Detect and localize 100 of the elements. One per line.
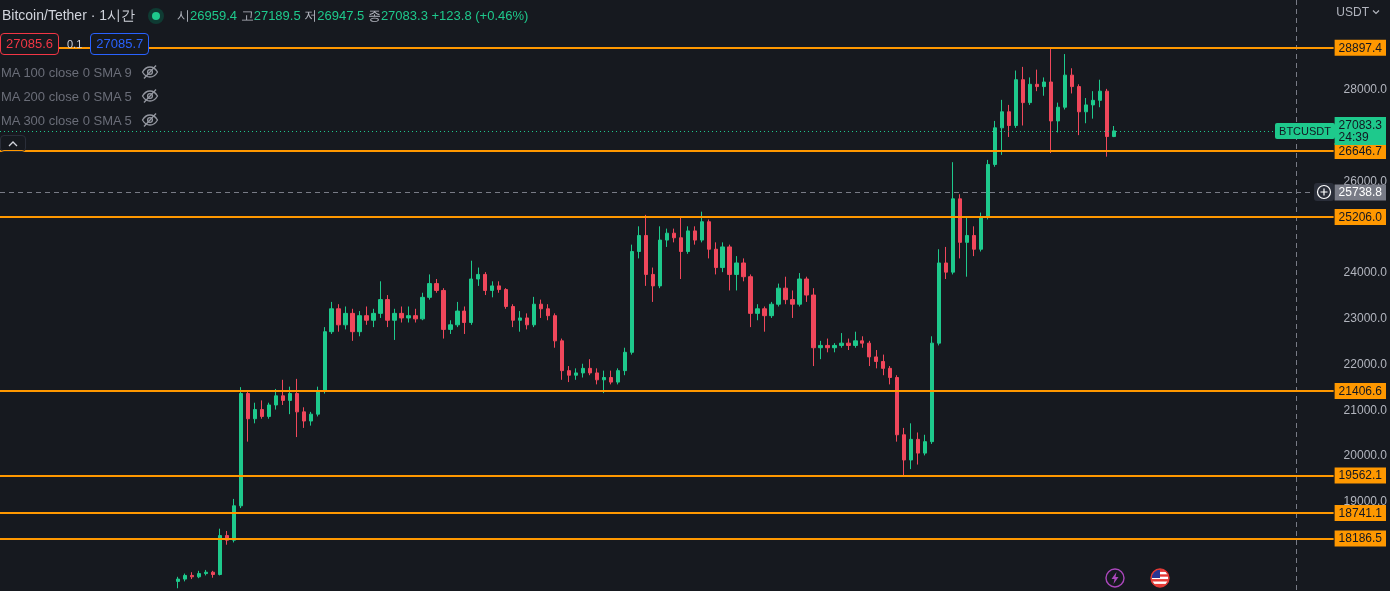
ref-line-label: 28897.4	[1338, 40, 1383, 55]
candlestick	[720, 241, 725, 273]
candlestick	[895, 374, 899, 443]
candlestick	[741, 257, 746, 282]
annotation: BTCUSDT	[1275, 122, 1335, 139]
candlestick	[329, 301, 334, 335]
candlestick	[588, 358, 592, 376]
annotation: 27085.7	[90, 33, 150, 55]
candlestick	[958, 193, 962, 259]
candlestick	[364, 306, 369, 326]
ref-line-label: 25738.8	[1338, 185, 1383, 200]
candlestick	[916, 431, 920, 466]
candlestick	[483, 271, 487, 296]
candlestick	[553, 312, 557, 349]
ref-line-label: 27083.3 24:39	[1338, 117, 1383, 144]
candlestick	[686, 225, 690, 255]
candlestick	[295, 378, 299, 438]
candlestick	[1077, 83, 1081, 136]
candlestick	[1105, 88, 1109, 158]
y-tick-label: 26000.0	[1343, 173, 1388, 188]
candlestick	[888, 365, 892, 385]
candlestick	[253, 402, 257, 424]
candlestick	[1007, 104, 1011, 138]
candlestick	[769, 301, 774, 319]
candlestick	[1035, 69, 1039, 92]
candlestick	[951, 161, 955, 275]
ref-line-label: 26646.7	[1338, 143, 1383, 158]
candlestick	[183, 573, 187, 582]
candlestick	[246, 390, 250, 443]
ref-line-label: 18741.1	[1338, 506, 1383, 521]
candlestick	[930, 335, 934, 445]
y-tick-label: 20000.0	[1343, 448, 1388, 463]
ref-line-label: 18186.5	[1338, 531, 1383, 546]
candlestick	[343, 306, 348, 330]
candlestick	[790, 289, 795, 319]
ref-line-label: 25206.0	[1338, 209, 1383, 224]
candlestick	[469, 260, 473, 326]
candlestick	[448, 319, 453, 335]
candlestick	[504, 287, 508, 310]
candlestick	[399, 306, 404, 324]
candlestick	[560, 338, 564, 381]
candlestick	[1070, 67, 1074, 94]
candlestick	[532, 296, 536, 328]
candlestick	[546, 303, 550, 321]
candlestick	[804, 276, 809, 303]
candlestick	[679, 216, 683, 280]
candlestick	[567, 365, 571, 383]
y-tick-label: 24000.0	[1343, 265, 1388, 280]
candlestick	[714, 241, 718, 275]
candlestick	[204, 569, 208, 576]
candlestick	[644, 214, 648, 287]
candlestick	[1028, 76, 1032, 106]
candlestick	[302, 406, 306, 429]
ref-line-label: 19562.1	[1338, 468, 1383, 483]
candlestick	[748, 273, 753, 328]
candlestick	[755, 303, 760, 321]
candlestick	[350, 308, 355, 342]
annotation: 0.1	[67, 38, 83, 50]
candlestick	[511, 303, 515, 328]
candlestick	[476, 267, 480, 287]
candlestick	[658, 225, 662, 289]
candlestick	[441, 287, 446, 340]
candlestick	[539, 299, 543, 319]
candlestick	[595, 367, 599, 385]
candlestick	[267, 402, 271, 420]
candlestick	[762, 306, 767, 333]
candlestick	[336, 303, 341, 333]
candlestick	[616, 367, 620, 385]
candlestick	[727, 244, 732, 291]
text: Bitcoin/Tether · 1시간	[2, 7, 136, 25]
candlestick	[707, 218, 711, 259]
candlestick	[274, 388, 278, 411]
candlestick	[316, 386, 320, 417]
candlestick	[525, 312, 529, 330]
candlestick	[811, 287, 816, 367]
candlestick	[1084, 97, 1088, 124]
candlestick	[693, 225, 697, 246]
ref-line-label: 21406.6	[1338, 383, 1383, 398]
candlestick	[874, 349, 878, 369]
candlestick	[1098, 79, 1102, 108]
candlestick	[1021, 66, 1025, 127]
candlestick	[427, 273, 432, 301]
candlestick	[581, 363, 585, 379]
candlestick	[602, 370, 606, 394]
candlestick	[986, 159, 990, 220]
candlestick	[490, 280, 494, 298]
candlestick	[190, 571, 194, 580]
candlestick	[497, 280, 501, 294]
candlestick	[371, 308, 376, 328]
candlestick	[734, 255, 739, 291]
candlestick	[218, 528, 222, 576]
candlestick	[1014, 70, 1018, 129]
candlestick	[832, 342, 837, 353]
candlestick	[239, 386, 243, 509]
annotation: MA 100 close 0 SMA 9	[1, 64, 132, 80]
candlestick	[357, 310, 362, 337]
text: 시26959.4 고27189.5 저26947.5 종27083.3 +123.8 (+0.46%)	[177, 8, 529, 23]
candlestick	[965, 216, 969, 278]
candlestick	[1042, 76, 1046, 97]
candlestick	[937, 248, 941, 346]
